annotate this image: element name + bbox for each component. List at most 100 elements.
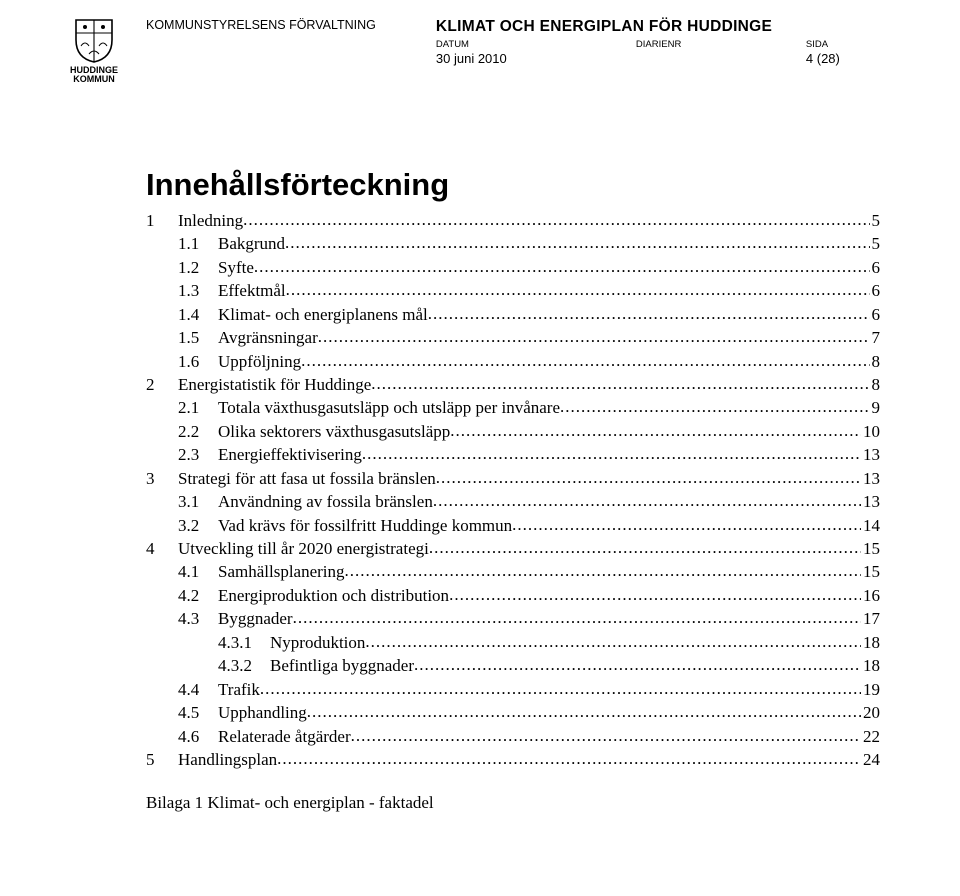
toc-entry-label: Syfte: [218, 257, 254, 279]
toc-entry: 4.1Samhällsplanering15: [146, 560, 880, 583]
toc-entry-number: 4: [146, 538, 178, 560]
toc-entry-label: Befintliga byggnader: [270, 655, 414, 677]
toc-entry-label: Uppföljning: [218, 351, 301, 373]
toc-leader-dots: [243, 209, 869, 226]
toc-entry-number: 4.5: [178, 702, 218, 724]
toc-entry-number: 3: [146, 468, 178, 490]
toc-leader-dots: [450, 420, 861, 437]
toc-entry-page: 13: [861, 491, 880, 513]
toc-entry-label: Nyproduktion: [270, 632, 365, 654]
toc-entry-number: 2.1: [178, 397, 218, 419]
toc-entry-label: Trafik: [218, 679, 260, 701]
toc-leader-dots: [285, 232, 869, 249]
toc-entry-label: Användning av fossila bränslen: [218, 491, 433, 513]
toc-entry: 1.2Syfte6: [146, 256, 880, 279]
toc-entry-label: Inledning: [178, 210, 243, 232]
toc-entry-number: 4.4: [178, 679, 218, 701]
toc-entry-label: Samhällsplanering: [218, 561, 345, 583]
appendix-line: Bilaga 1 Klimat- och energiplan - faktad…: [146, 793, 880, 813]
toc-leader-dots: [277, 748, 861, 765]
toc-entry: 4Utveckling till år 2020 energistrategi 1…: [146, 537, 880, 560]
toc-entry-label: Handlingsplan: [178, 749, 277, 771]
doc-title: KLIMAT OCH ENERGIPLAN FÖR HUDDINGE: [436, 18, 900, 36]
toc-entry-page: 17: [861, 608, 880, 630]
toc-leader-dots: [365, 631, 861, 648]
toc-leader-dots: [429, 537, 861, 554]
toc-entry: 1.5Avgränsningar7: [146, 326, 880, 349]
toc-entry-page: 13: [861, 444, 880, 466]
toc-entry-number: 1.3: [178, 280, 218, 302]
toc-entry-label: Energistatistik för Huddinge: [178, 374, 371, 396]
toc-entry: 1.3Effektmål6: [146, 279, 880, 302]
toc-leader-dots: [371, 373, 869, 390]
toc-entry-number: 1.1: [178, 233, 218, 255]
toc-entry-page: 22: [861, 726, 880, 748]
toc-entry-page: 14: [861, 515, 880, 537]
toc-entry-number: 4.1: [178, 561, 218, 583]
toc-entry-number: 1.4: [178, 304, 218, 326]
toc-entry-number: 1.5: [178, 327, 218, 349]
toc-entry-page: 15: [861, 538, 880, 560]
toc-entry-number: 1: [146, 210, 178, 232]
toc-leader-dots: [436, 467, 861, 484]
toc-leader-dots: [351, 725, 861, 742]
toc-entry: 3.1Användning av fossila bränslen 13: [146, 490, 880, 513]
toc-entry-number: 4.3.1: [218, 632, 270, 654]
toc-entry-number: 4.3.2: [218, 655, 270, 677]
toc-entry: 4.4Trafik 19: [146, 678, 880, 701]
toc-entry: 3Strategi för att fasa ut fossila bränsl…: [146, 467, 880, 490]
toc-entry-label: Utveckling till år 2020 energistrategi: [178, 538, 429, 560]
toc-leader-dots: [345, 560, 861, 577]
toc-leader-dots: [362, 443, 861, 460]
toc-entry: 2.2Olika sektorers växthusgasutsläpp10: [146, 420, 880, 443]
toc-entry-number: 3.1: [178, 491, 218, 513]
toc-entry-label: Olika sektorers växthusgasutsläpp: [218, 421, 450, 443]
toc-entry-page: 5: [870, 233, 881, 255]
toc-entry: 4.6Relaterade åtgärder22: [146, 725, 880, 748]
toc-entry-page: 20: [861, 702, 880, 724]
toc-entry-number: 5: [146, 749, 178, 771]
toc-entry-number: 3.2: [178, 515, 218, 537]
toc-title: Innehållsförteckning: [146, 167, 880, 203]
toc-entry-number: 4.2: [178, 585, 218, 607]
toc-entry-number: 4.3: [178, 608, 218, 630]
toc-entry-label: Vad krävs för fossilfritt Huddinge kommu…: [218, 515, 512, 537]
org-name: KOMMUNSTYRELSENS FÖRVALTNING: [146, 18, 376, 32]
toc-list: 1Inledning51.1Bakgrund51.2Syfte61.3Effek…: [146, 209, 880, 772]
logo-text-line2: KOMMUN: [70, 75, 118, 84]
toc-leader-dots: [560, 396, 869, 413]
toc-entry-label: Upphandling: [218, 702, 307, 724]
toc-entry: 4.3.2Befintliga byggnader 18: [146, 654, 880, 677]
toc-entry-label: Avgränsningar: [218, 327, 318, 349]
toc-entry: 4.5Upphandling 20: [146, 701, 880, 724]
toc-entry-page: 5: [870, 210, 881, 232]
meta-values: 30 juni 2010 4 (28): [436, 51, 900, 66]
toc-entry: 4.3.1Nyproduktion18: [146, 631, 880, 654]
toc-entry-page: 10: [861, 421, 880, 443]
toc-entry-page: 18: [861, 655, 880, 677]
toc-entry-page: 19: [861, 679, 880, 701]
toc-entry: 1.6Uppföljning 8: [146, 350, 880, 373]
toc-entry-page: 8: [870, 351, 881, 373]
toc-leader-dots: [512, 514, 861, 531]
toc-entry-number: 1.6: [178, 351, 218, 373]
toc-entry-label: Relaterade åtgärder: [218, 726, 351, 748]
toc-entry-label: Byggnader: [218, 608, 293, 630]
toc-entry-page: 8: [870, 374, 881, 396]
toc-leader-dots: [254, 256, 870, 273]
municipality-logo: HUDDINGE KOMMUN: [60, 18, 128, 85]
toc-entry: 4.3Byggnader 17: [146, 607, 880, 630]
toc-entry-page: 6: [870, 304, 881, 326]
toc-leader-dots: [260, 678, 861, 695]
toc-leader-dots: [428, 303, 870, 320]
toc-entry-label: Totala växthusgasutsläpp och utsläpp per…: [218, 397, 560, 419]
toc-entry: 1Inledning 5: [146, 209, 880, 232]
toc-entry-page: 16: [861, 585, 880, 607]
toc-entry: 5Handlingsplan24: [146, 748, 880, 771]
toc-entry: 2Energistatistik för Huddinge8: [146, 373, 880, 396]
shield-icon: [73, 18, 115, 64]
toc-entry-number: 1.2: [178, 257, 218, 279]
meta-value-dnr: [636, 51, 806, 66]
toc-entry: 1.4Klimat- och energiplanens mål6: [146, 303, 880, 326]
toc-entry-label: Energieffektivisering: [218, 444, 362, 466]
